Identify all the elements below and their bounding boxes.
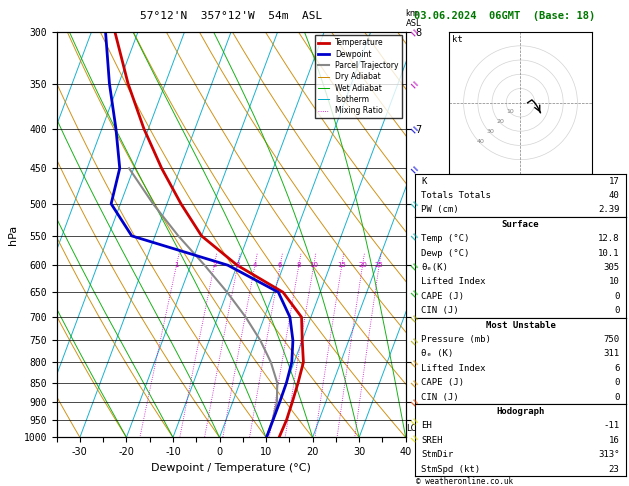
Text: © weatheronline.co.uk: © weatheronline.co.uk xyxy=(416,477,513,486)
Text: 6: 6 xyxy=(278,262,282,268)
Text: ❙❙: ❙❙ xyxy=(409,123,420,134)
Text: 750: 750 xyxy=(603,335,620,344)
Text: ❙❙: ❙❙ xyxy=(409,26,420,37)
Text: Temp (°C): Temp (°C) xyxy=(421,234,470,243)
Text: ❙❙: ❙❙ xyxy=(409,377,420,388)
Text: 03.06.2024  06GMT  (Base: 18): 03.06.2024 06GMT (Base: 18) xyxy=(414,11,595,21)
Text: 20: 20 xyxy=(358,262,367,268)
Text: ❙❙: ❙❙ xyxy=(409,287,420,297)
Text: 10: 10 xyxy=(507,109,515,114)
Text: ❙❙: ❙❙ xyxy=(409,312,420,323)
Text: 0: 0 xyxy=(614,292,620,301)
Text: 30: 30 xyxy=(487,129,494,134)
Text: 40: 40 xyxy=(609,191,620,200)
Text: 1: 1 xyxy=(174,262,179,268)
Text: Hodograph: Hodograph xyxy=(496,407,545,416)
Text: Lifted Index: Lifted Index xyxy=(421,278,486,286)
Text: 4: 4 xyxy=(253,262,257,268)
Text: 3: 3 xyxy=(235,262,240,268)
Text: 10.1: 10.1 xyxy=(598,248,620,258)
Text: PW (cm): PW (cm) xyxy=(421,206,459,214)
Text: 10: 10 xyxy=(309,262,318,268)
Text: 313°: 313° xyxy=(598,450,620,459)
X-axis label: Dewpoint / Temperature (°C): Dewpoint / Temperature (°C) xyxy=(151,463,311,473)
Text: Totals Totals: Totals Totals xyxy=(421,191,491,200)
Text: ❙❙: ❙❙ xyxy=(409,397,420,407)
Legend: Temperature, Dewpoint, Parcel Trajectory, Dry Adiabat, Wet Adiabat, Isotherm, Mi: Temperature, Dewpoint, Parcel Trajectory… xyxy=(314,35,402,118)
Text: θₑ(K): θₑ(K) xyxy=(421,263,448,272)
Text: K: K xyxy=(421,176,427,186)
Text: ❙❙: ❙❙ xyxy=(409,78,420,89)
Text: ❙❙: ❙❙ xyxy=(409,432,420,443)
Text: 23: 23 xyxy=(609,465,620,473)
Text: EH: EH xyxy=(421,421,432,431)
Text: 8: 8 xyxy=(297,262,301,268)
Text: Lifted Index: Lifted Index xyxy=(421,364,486,373)
Text: CIN (J): CIN (J) xyxy=(421,306,459,315)
Text: 0: 0 xyxy=(614,393,620,401)
Text: Most Unstable: Most Unstable xyxy=(486,321,555,330)
Text: 16: 16 xyxy=(609,436,620,445)
Text: 57°12'N  357°12'W  54m  ASL: 57°12'N 357°12'W 54m ASL xyxy=(140,11,322,21)
Text: ❙❙: ❙❙ xyxy=(409,198,420,209)
Text: Pressure (mb): Pressure (mb) xyxy=(421,335,491,344)
Text: 15: 15 xyxy=(337,262,347,268)
Text: ❙❙: ❙❙ xyxy=(409,230,420,241)
Text: 2: 2 xyxy=(212,262,216,268)
Text: ❙❙: ❙❙ xyxy=(409,163,420,174)
Text: 0: 0 xyxy=(614,378,620,387)
Text: -11: -11 xyxy=(603,421,620,431)
Text: 20: 20 xyxy=(497,119,504,123)
Text: km
ASL: km ASL xyxy=(406,9,421,28)
Text: StmDir: StmDir xyxy=(421,450,454,459)
Text: CIN (J): CIN (J) xyxy=(421,393,459,401)
Text: 305: 305 xyxy=(603,263,620,272)
Text: 25: 25 xyxy=(375,262,384,268)
Text: ❙❙: ❙❙ xyxy=(409,335,420,346)
Text: ❙❙: ❙❙ xyxy=(409,357,420,367)
Text: kt: kt xyxy=(452,35,463,44)
Text: ❙❙: ❙❙ xyxy=(409,415,420,426)
Text: θₑ (K): θₑ (K) xyxy=(421,349,454,358)
Y-axis label: hPa: hPa xyxy=(8,225,18,244)
Text: StmSpd (kt): StmSpd (kt) xyxy=(421,465,481,473)
Text: LCL: LCL xyxy=(406,424,421,434)
Text: 12.8: 12.8 xyxy=(598,234,620,243)
Text: 40: 40 xyxy=(477,139,484,143)
Y-axis label: Mixing Ratio (g/kg): Mixing Ratio (g/kg) xyxy=(425,191,433,278)
Text: 6: 6 xyxy=(614,364,620,373)
Text: ❙❙: ❙❙ xyxy=(409,260,420,271)
Text: CAPE (J): CAPE (J) xyxy=(421,292,464,301)
Text: CAPE (J): CAPE (J) xyxy=(421,378,464,387)
Text: 2.39: 2.39 xyxy=(598,206,620,214)
Text: Surface: Surface xyxy=(502,220,539,229)
Text: 0: 0 xyxy=(614,306,620,315)
Text: Dewp (°C): Dewp (°C) xyxy=(421,248,470,258)
Text: 10: 10 xyxy=(609,278,620,286)
Text: SREH: SREH xyxy=(421,436,443,445)
Text: 311: 311 xyxy=(603,349,620,358)
Text: 17: 17 xyxy=(609,176,620,186)
